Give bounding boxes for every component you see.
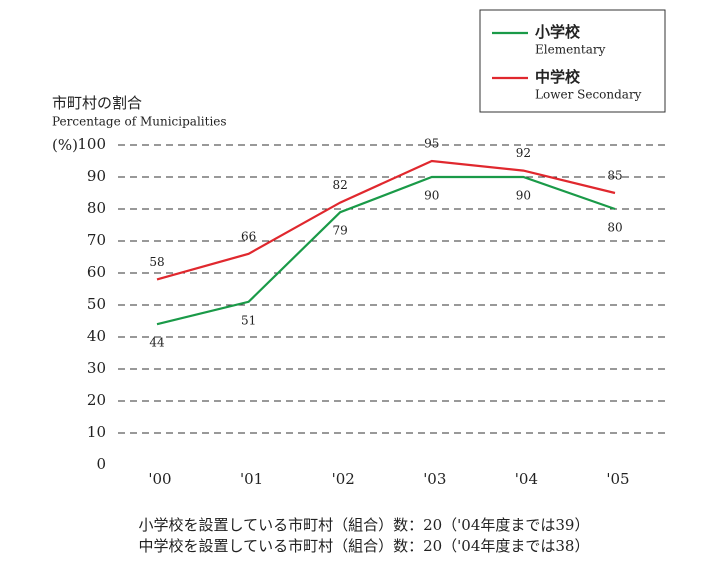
note: 小学校を設置している市町村（組合）数：20（'04年度までは39） [139, 516, 590, 534]
data-label: 82 [333, 178, 348, 192]
series-line [156, 175, 616, 326]
y-tick-label: 40 [87, 327, 106, 345]
legend-label-en: Lower Secondary [535, 88, 642, 102]
legend-label: 中学校 [535, 68, 581, 86]
y-tick-label: 70 [87, 231, 106, 249]
legend-label: 小学校 [535, 23, 581, 41]
y-tick-label: 90 [87, 167, 106, 185]
legend-box [479, 9, 666, 113]
y-unit: (%) [52, 136, 78, 154]
y-tick-label: 60 [87, 263, 106, 281]
x-tick-label: '03 [423, 470, 446, 488]
x-tick-label: '02 [332, 470, 355, 488]
y-tick-label: 100 [77, 135, 106, 153]
y-tick-label: 0 [96, 455, 106, 473]
x-tick-label: '01 [240, 470, 263, 488]
legend-label-en: Elementary [535, 43, 606, 57]
data-label: 66 [241, 229, 256, 243]
data-label: 95 [424, 137, 439, 151]
y-tick-label: 30 [87, 359, 106, 377]
note: 中学校を設置している市町村（組合）数：20（'04年度までは38） [139, 537, 590, 555]
y-tick-label: 50 [87, 295, 106, 313]
data-label: 90 [516, 189, 531, 203]
data-label: 79 [333, 224, 348, 238]
x-tick-label: '00 [148, 470, 171, 488]
x-tick-label: '05 [606, 470, 629, 488]
data-label: 85 [607, 169, 622, 183]
data-label: 80 [607, 221, 622, 235]
data-label: 58 [149, 255, 164, 269]
y-tick-label: 10 [87, 423, 106, 441]
chart-subtitle: Percentage of Municipalities [52, 115, 227, 129]
y-tick-label: 20 [87, 391, 106, 409]
data-label: 44 [149, 336, 165, 350]
series-line [156, 159, 616, 281]
data-label: 90 [424, 189, 439, 203]
data-label: 51 [241, 313, 256, 327]
y-tick-label: 80 [87, 199, 106, 217]
x-tick-label: '04 [515, 470, 538, 488]
chart-title: 市町村の割合 [52, 94, 142, 112]
data-label: 92 [516, 146, 531, 160]
